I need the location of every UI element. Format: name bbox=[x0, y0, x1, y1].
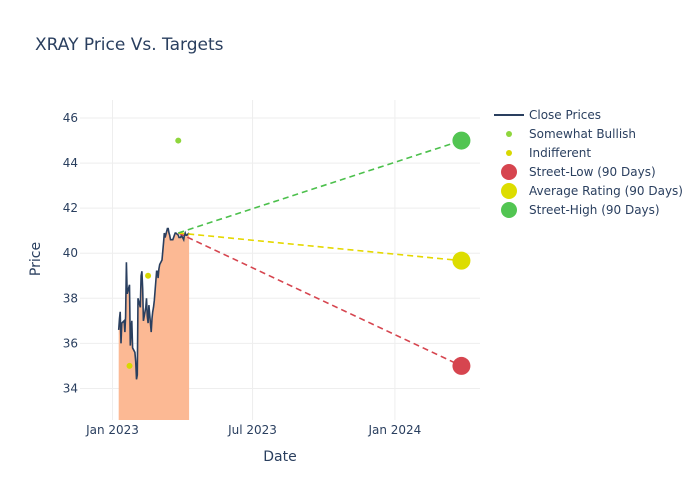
y-tick-label: 36 bbox=[63, 336, 78, 350]
legend-somewhat-bullish[interactable]: Somewhat Bullish bbox=[506, 127, 636, 141]
legend-swatch-marker bbox=[501, 164, 517, 180]
y-tick-label: 46 bbox=[63, 111, 78, 125]
y-tick-label: 34 bbox=[63, 381, 78, 395]
close-price-line bbox=[117, 227, 190, 380]
chart-title: XRAY Price Vs. Targets bbox=[35, 35, 224, 55]
legend[interactable]: Close Prices Somewhat Bullish Indifferent S… bbox=[494, 108, 683, 218]
target-layer bbox=[177, 139, 462, 367]
indifferent-point bbox=[145, 272, 152, 279]
indifferent-point bbox=[126, 362, 133, 369]
street-high-marker bbox=[452, 131, 471, 150]
marker-layer bbox=[126, 131, 471, 375]
average-rating-marker bbox=[452, 251, 471, 270]
somewhat-bullish-point bbox=[175, 137, 182, 144]
legend-indifferent[interactable]: Indifferent bbox=[506, 146, 591, 160]
legend-label: Street-Low (90 Days) bbox=[529, 165, 656, 179]
legend-swatch-marker bbox=[501, 183, 517, 199]
y-axis-ticks: 34 36 38 40 42 44 46 bbox=[63, 111, 78, 395]
y-tick-label: 38 bbox=[63, 291, 78, 305]
average-rating-line bbox=[178, 232, 462, 262]
legend-swatch-marker bbox=[501, 202, 517, 218]
legend-close-prices[interactable]: Close Prices bbox=[494, 108, 601, 122]
close-price-area bbox=[118, 228, 190, 420]
legend-label: Somewhat Bullish bbox=[529, 127, 636, 141]
x-axis-title: Date bbox=[263, 449, 296, 465]
line-layer bbox=[117, 227, 190, 380]
legend-swatch-dot bbox=[506, 150, 512, 156]
street-low-line bbox=[177, 232, 462, 367]
legend-average-rating[interactable]: Average Rating (90 Days) bbox=[501, 183, 683, 199]
x-tick-label: Jan 2023 bbox=[85, 423, 139, 437]
y-tick-label: 40 bbox=[63, 246, 78, 260]
y-tick-label: 42 bbox=[63, 201, 78, 215]
legend-swatch-dot bbox=[506, 131, 512, 137]
legend-label: Street-High (90 Days) bbox=[529, 203, 660, 217]
legend-label: Close Prices bbox=[529, 108, 601, 122]
legend-street-low[interactable]: Street-Low (90 Days) bbox=[501, 164, 656, 180]
street-high-line bbox=[178, 139, 462, 234]
y-axis-title: Price bbox=[28, 242, 44, 276]
area-layer bbox=[118, 228, 190, 420]
y-tick-label: 44 bbox=[63, 156, 78, 170]
x-axis-ticks: Jan 2023 Jul 2023 Jan 2024 bbox=[85, 423, 421, 437]
street-low-marker bbox=[452, 356, 471, 375]
legend-street-high[interactable]: Street-High (90 Days) bbox=[501, 202, 660, 218]
x-tick-label: Jul 2023 bbox=[227, 423, 277, 437]
legend-label: Average Rating (90 Days) bbox=[529, 184, 683, 198]
legend-label: Indifferent bbox=[529, 146, 591, 160]
x-tick-label: Jan 2024 bbox=[367, 423, 421, 437]
